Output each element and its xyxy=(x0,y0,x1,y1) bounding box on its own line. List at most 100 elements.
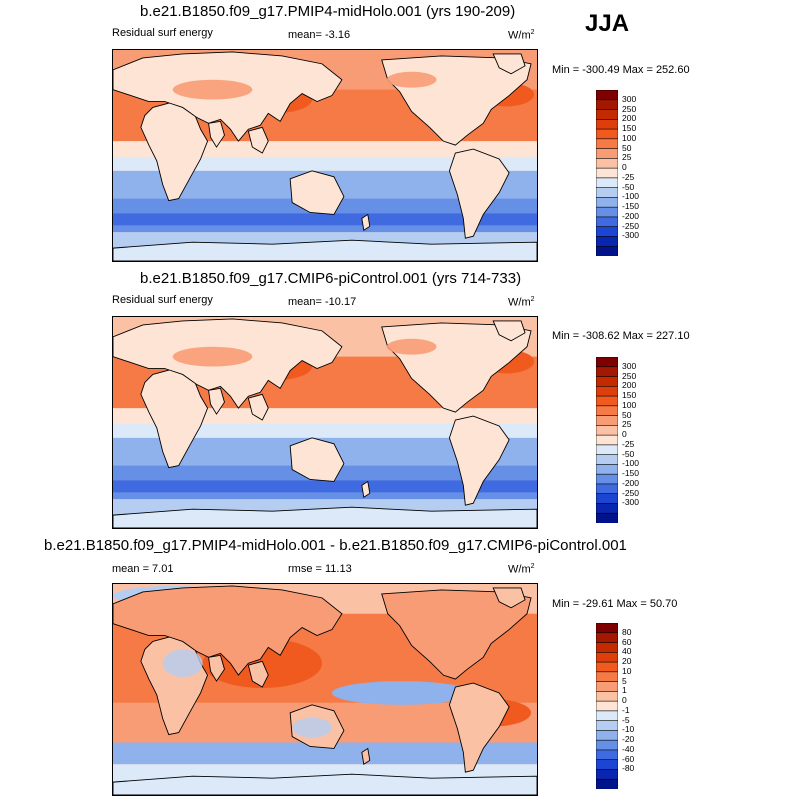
land-india xyxy=(208,387,225,415)
colorbar-label: 1 xyxy=(622,685,627,696)
colorbar-label: 200 xyxy=(622,380,637,391)
colorbar-swatch xyxy=(596,454,618,466)
colorbar-swatch xyxy=(596,167,618,179)
land-greenland xyxy=(492,587,526,609)
colorbar-swatch xyxy=(596,158,618,169)
panel2-center-label: mean= -10.17 xyxy=(288,296,357,308)
colorbar-label: 25 xyxy=(622,419,632,430)
land-australia xyxy=(289,170,345,215)
colorbar-label: 250 xyxy=(622,103,637,114)
colorbar-swatch xyxy=(596,148,618,159)
colorbar-swatch xyxy=(596,226,618,238)
colorbar-label: 100 xyxy=(622,132,637,143)
colorbar-swatch xyxy=(596,503,618,514)
colorbar-swatch xyxy=(596,671,618,683)
colorbar-swatch xyxy=(596,376,618,387)
colorbar-swatch xyxy=(596,366,618,378)
panel3-minmax: Min = -29.61 Max = 50.70 xyxy=(552,598,678,610)
colorbar-label: 0 xyxy=(622,695,627,706)
panel3-center-label: rmse = 11.13 xyxy=(288,563,352,575)
colorbar-swatch xyxy=(596,118,618,130)
colorbar-swatch xyxy=(596,109,618,120)
panel3-title: b.e21.B1850.f09_g17.PMIP4-midHolo.001 - … xyxy=(44,537,627,554)
land-samerica xyxy=(448,682,510,773)
colorbar-label: 25 xyxy=(622,152,632,163)
colorbar-swatch xyxy=(596,138,618,150)
colorbar-swatch xyxy=(596,434,618,446)
colorbar-swatch xyxy=(596,245,618,256)
colorbar-label: 150 xyxy=(622,390,637,401)
colorbar-swatch xyxy=(596,464,618,475)
panel1-minmax: Min = -300.49 Max = 252.60 xyxy=(552,64,690,76)
land-australia xyxy=(289,437,345,482)
panel1-map xyxy=(112,49,538,262)
colorbar-label: -20 xyxy=(622,734,635,745)
colorbar-label: -25 xyxy=(622,438,635,449)
colorbar-swatch xyxy=(596,425,618,436)
colorbar-label: -5 xyxy=(622,714,630,725)
colorbar-swatch xyxy=(596,177,618,189)
panel2-left-label: Residual surf energy xyxy=(112,294,213,306)
colorbar-swatch xyxy=(596,632,618,644)
colorbar-swatch xyxy=(596,405,618,417)
colorbar-swatch xyxy=(596,739,618,751)
land-antarctica xyxy=(113,773,537,795)
colorbar-label: 50 xyxy=(622,142,632,153)
colorbar-swatch xyxy=(596,769,618,780)
panel1-units: W/m2 xyxy=(508,29,535,42)
colorbar-label: 0 xyxy=(622,162,627,173)
colorbar-label: 60 xyxy=(622,636,632,647)
colorbar-label: -250 xyxy=(622,487,640,498)
panel2-colorbar xyxy=(596,357,618,523)
land-nz xyxy=(361,213,371,232)
colorbar-label: -300 xyxy=(622,230,640,241)
colorbar-label: -60 xyxy=(622,753,635,764)
colorbar-label: 20 xyxy=(622,656,632,667)
panel2-units: W/m2 xyxy=(508,296,535,309)
colorbar-swatch xyxy=(596,778,618,789)
colorbar-swatch xyxy=(596,216,618,228)
season-label: JJA xyxy=(585,10,630,37)
panel1-left-label: Residual surf energy xyxy=(112,27,213,39)
colorbar-swatch xyxy=(596,661,618,673)
colorbar-label: 40 xyxy=(622,646,632,657)
colorbar-label: -250 xyxy=(622,220,640,231)
land-seasia xyxy=(247,126,269,154)
colorbar-label: 300 xyxy=(622,360,637,371)
colorbar-label: -100 xyxy=(622,458,640,469)
land-nz xyxy=(361,480,371,499)
colorbar-swatch xyxy=(596,691,618,702)
colorbar-swatch xyxy=(596,415,618,426)
land-seasia xyxy=(247,393,269,421)
land-antarctica xyxy=(113,506,537,528)
panel3-left-label: mean = 7.01 xyxy=(112,563,174,575)
land-antarctica xyxy=(113,239,537,261)
colorbar-swatch xyxy=(596,90,618,101)
colorbar-label: -300 xyxy=(622,497,640,508)
colorbar-label: -200 xyxy=(622,477,640,488)
colorbar-label: -50 xyxy=(622,448,635,459)
colorbar-label: -150 xyxy=(622,201,640,212)
colorbar-swatch xyxy=(596,710,618,722)
colorbar-label: 150 xyxy=(622,123,637,134)
land-india xyxy=(208,654,225,682)
land-india xyxy=(208,120,225,148)
colorbar-swatch xyxy=(596,642,618,653)
panel1-center-label: mean= -3.16 xyxy=(288,29,351,41)
colorbar-swatch xyxy=(596,651,618,663)
colorbar-label: -100 xyxy=(622,191,640,202)
colorbar-swatch xyxy=(596,206,618,218)
panel1-colorbar xyxy=(596,90,618,256)
colorbar-swatch xyxy=(596,385,618,397)
colorbar-swatch xyxy=(596,749,618,761)
colorbar-label: 250 xyxy=(622,370,637,381)
colorbar-swatch xyxy=(596,730,618,741)
colorbar-swatch xyxy=(596,623,618,634)
colorbar-swatch xyxy=(596,681,618,692)
colorbar-swatch xyxy=(596,236,618,247)
colorbar-swatch xyxy=(596,700,618,712)
colorbar-swatch xyxy=(596,197,618,208)
colorbar-label: -50 xyxy=(622,181,635,192)
land-samerica xyxy=(448,415,510,506)
colorbar-swatch xyxy=(596,395,618,407)
